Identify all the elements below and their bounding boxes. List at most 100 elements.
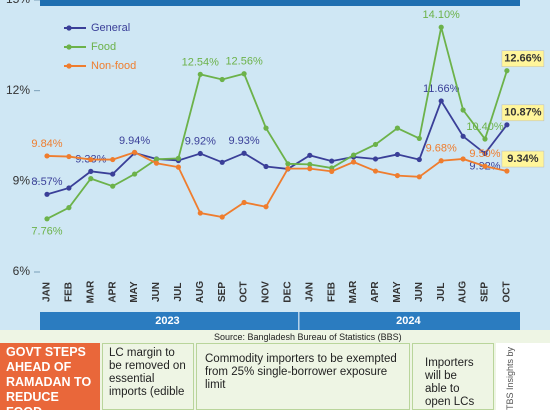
point [482, 150, 488, 157]
point [153, 160, 160, 166]
point [307, 152, 313, 158]
news-item: Commodity importers to be exempted from … [196, 343, 410, 410]
line [46, 151, 508, 218]
x-tick-label: AUG [458, 281, 469, 303]
value-label: 11.66% [423, 83, 460, 95]
point [88, 176, 94, 182]
x-tick-label: DEC [283, 281, 294, 302]
value-label: 9.68% [426, 143, 457, 155]
point [110, 171, 116, 177]
y-tick-label: 9% [13, 174, 31, 188]
value-label: 7.76% [31, 226, 62, 238]
point [307, 166, 313, 172]
line [46, 98, 508, 196]
x-tick-label: FEB [326, 282, 337, 302]
x-tick-label: OCT [502, 281, 513, 302]
year-band [40, 312, 520, 330]
point [482, 163, 488, 169]
point [263, 204, 269, 210]
chart: 6% 9% 12% 15% JAN FEB MAR APR MAY JUN JUL AUG SEP OCT… [0, 0, 550, 330]
point [132, 149, 138, 155]
news-item: Importers will be able to open LCs for a… [412, 343, 494, 410]
legend-label: Food [91, 41, 116, 53]
credit: TBS Insights by [505, 346, 515, 410]
point [88, 156, 94, 163]
value-label: 12.66% [504, 53, 542, 65]
x-tick-label: MAY [129, 281, 140, 303]
value-label: 9.50% [469, 148, 500, 160]
point [44, 191, 50, 197]
point [460, 156, 466, 162]
x-group-label: 2023 [155, 315, 179, 327]
point [110, 156, 116, 163]
x-tick-label: SEP [217, 282, 228, 302]
point [351, 152, 357, 158]
value-label: 14.10% [423, 9, 461, 21]
label-highlight [501, 150, 545, 168]
label-highlight [501, 104, 545, 122]
point [372, 141, 379, 148]
x-tick-label: JUN [414, 282, 425, 302]
value-label: 9.92% [185, 135, 216, 147]
legend-swatch [66, 25, 72, 31]
point [241, 199, 247, 206]
title-bar [40, 0, 520, 6]
legend-label: General [91, 22, 130, 34]
x-tick-label: SEP [480, 282, 491, 302]
point [460, 133, 466, 139]
point [44, 216, 50, 222]
point [416, 174, 422, 180]
value-label: 9.84% [31, 138, 62, 150]
point [66, 205, 72, 211]
point [285, 161, 291, 167]
point [329, 168, 335, 174]
point [504, 122, 510, 128]
y-tick-label: 6% [13, 264, 31, 278]
value-label: 12.56% [225, 56, 263, 68]
point [241, 150, 247, 156]
point [504, 68, 510, 74]
point [175, 164, 181, 170]
x-tick-label: NOV [261, 281, 272, 303]
x-tick-label: APR [107, 281, 118, 303]
x-tick-label: JUN [151, 282, 162, 302]
point [394, 151, 400, 158]
label-highlight [501, 50, 545, 67]
x-tick-label: AUG [195, 281, 206, 303]
value-label: 12.54% [182, 56, 220, 68]
point [66, 185, 72, 191]
legend-label: Non-food [91, 60, 136, 72]
y-tick-label: 12% [6, 83, 30, 97]
legend-swatch [66, 44, 72, 50]
value-label: 9.34% [507, 153, 538, 165]
legend-swatch [66, 63, 72, 69]
point [66, 153, 72, 160]
point [416, 156, 422, 163]
point [263, 163, 269, 170]
x-tick-label: MAY [392, 281, 403, 303]
point [175, 155, 181, 161]
point [153, 156, 160, 162]
x-tick-label: MAR [85, 280, 96, 304]
point [197, 71, 203, 77]
value-label: 10.87% [504, 107, 542, 119]
x-tick-label: FEB [64, 282, 75, 302]
point [438, 98, 444, 104]
headline: GOVT STEPS AHEAD OF RAMADAN TO REDUCE FO… [0, 343, 100, 410]
point [307, 161, 313, 168]
point [285, 166, 291, 172]
point [438, 24, 444, 30]
point [241, 71, 247, 77]
chart-background [0, 0, 550, 330]
point [132, 171, 138, 177]
x-tick-label: MAR [348, 280, 359, 304]
point [504, 168, 510, 174]
x-tick-label: OCT [239, 281, 250, 302]
point [438, 158, 444, 164]
point [460, 107, 466, 113]
point [197, 210, 203, 216]
point [197, 150, 203, 157]
x-tick-label: APR [370, 281, 381, 303]
point [88, 168, 94, 174]
